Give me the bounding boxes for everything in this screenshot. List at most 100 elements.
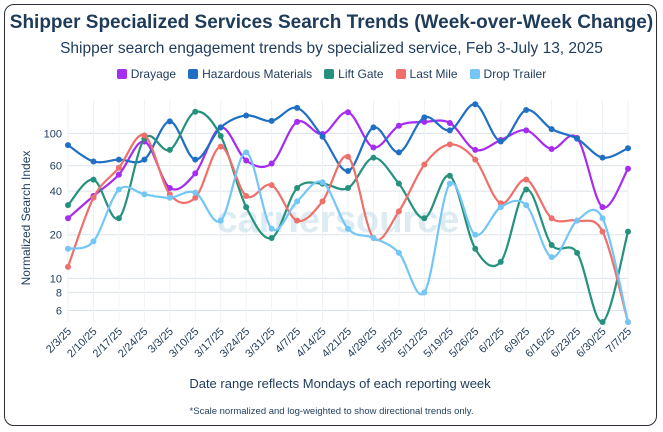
data-point[interactable] bbox=[472, 101, 479, 108]
data-point[interactable] bbox=[548, 215, 555, 222]
data-point[interactable] bbox=[192, 108, 199, 115]
data-point[interactable] bbox=[395, 122, 402, 129]
data-point[interactable] bbox=[548, 126, 555, 133]
data-point[interactable] bbox=[65, 202, 71, 209]
data-point[interactable] bbox=[345, 153, 351, 160]
data-point[interactable] bbox=[395, 249, 402, 256]
data-point[interactable] bbox=[166, 185, 173, 192]
data-point[interactable] bbox=[243, 149, 250, 156]
data-point[interactable] bbox=[599, 204, 606, 211]
data-point[interactable] bbox=[115, 171, 122, 178]
data-point[interactable] bbox=[217, 143, 224, 150]
data-point[interactable] bbox=[268, 117, 275, 124]
data-point[interactable] bbox=[319, 179, 326, 186]
data-point[interactable] bbox=[446, 127, 453, 134]
data-point[interactable] bbox=[345, 225, 351, 232]
data-point[interactable] bbox=[294, 217, 301, 224]
data-point[interactable] bbox=[115, 156, 122, 163]
data-point[interactable] bbox=[497, 204, 504, 211]
data-point[interactable] bbox=[599, 319, 606, 325]
data-point[interactable] bbox=[90, 194, 97, 201]
data-point[interactable] bbox=[65, 245, 71, 252]
data-point[interactable] bbox=[472, 146, 479, 153]
data-point[interactable] bbox=[421, 215, 428, 222]
legend-item[interactable]: Last Mile bbox=[395, 67, 458, 81]
legend-item[interactable]: Drop Trailer bbox=[469, 67, 546, 81]
data-point[interactable] bbox=[574, 135, 581, 142]
data-point[interactable] bbox=[65, 215, 71, 222]
data-point[interactable] bbox=[370, 144, 377, 151]
data-point[interactable] bbox=[319, 198, 326, 205]
data-point[interactable] bbox=[395, 208, 402, 215]
data-point[interactable] bbox=[192, 194, 199, 201]
data-point[interactable] bbox=[192, 170, 199, 177]
data-point[interactable] bbox=[192, 189, 199, 196]
data-point[interactable] bbox=[90, 158, 97, 165]
data-point[interactable] bbox=[395, 180, 402, 187]
data-point[interactable] bbox=[421, 289, 428, 296]
data-point[interactable] bbox=[268, 182, 275, 189]
legend-item[interactable]: Hazardous Materials bbox=[188, 67, 312, 81]
data-point[interactable] bbox=[599, 228, 606, 235]
data-point[interactable] bbox=[243, 157, 250, 164]
data-point[interactable] bbox=[294, 104, 301, 111]
data-point[interactable] bbox=[599, 154, 606, 161]
data-point[interactable] bbox=[370, 234, 377, 241]
data-point[interactable] bbox=[472, 231, 479, 238]
data-point[interactable] bbox=[115, 164, 122, 171]
data-point[interactable] bbox=[548, 241, 555, 248]
data-point[interactable] bbox=[166, 118, 173, 125]
data-point[interactable] bbox=[523, 176, 530, 183]
data-point[interactable] bbox=[268, 225, 275, 232]
data-point[interactable] bbox=[446, 141, 453, 148]
data-point[interactable] bbox=[268, 160, 275, 167]
legend-item[interactable]: Drayage bbox=[116, 67, 176, 81]
data-point[interactable] bbox=[345, 168, 351, 175]
data-point[interactable] bbox=[446, 172, 453, 179]
data-point[interactable] bbox=[497, 138, 504, 145]
data-point[interactable] bbox=[115, 186, 122, 193]
data-point[interactable] bbox=[625, 228, 631, 235]
data-point[interactable] bbox=[421, 114, 428, 121]
legend-item[interactable]: Lift Gate bbox=[324, 67, 384, 81]
data-point[interactable] bbox=[421, 161, 428, 168]
data-point[interactable] bbox=[472, 245, 479, 252]
data-point[interactable] bbox=[421, 118, 428, 125]
data-point[interactable] bbox=[115, 215, 122, 222]
data-point[interactable] bbox=[268, 234, 275, 241]
data-point[interactable] bbox=[446, 119, 453, 126]
data-point[interactable] bbox=[90, 176, 97, 183]
data-point[interactable] bbox=[319, 133, 326, 140]
data-point[interactable] bbox=[294, 185, 301, 192]
data-point[interactable] bbox=[523, 202, 530, 209]
data-point[interactable] bbox=[294, 118, 301, 125]
data-point[interactable] bbox=[345, 185, 351, 192]
data-point[interactable] bbox=[65, 263, 71, 270]
data-point[interactable] bbox=[523, 127, 530, 134]
data-point[interactable] bbox=[370, 154, 377, 161]
data-point[interactable] bbox=[217, 217, 224, 224]
data-point[interactable] bbox=[548, 254, 555, 261]
data-point[interactable] bbox=[574, 217, 581, 224]
data-point[interactable] bbox=[141, 191, 148, 198]
data-point[interactable] bbox=[472, 156, 479, 163]
data-point[interactable] bbox=[574, 249, 581, 256]
data-point[interactable] bbox=[446, 180, 453, 187]
data-point[interactable] bbox=[192, 156, 199, 163]
data-point[interactable] bbox=[370, 124, 377, 131]
data-point[interactable] bbox=[65, 142, 71, 149]
data-point[interactable] bbox=[523, 107, 530, 114]
data-point[interactable] bbox=[497, 258, 504, 265]
data-point[interactable] bbox=[523, 186, 530, 193]
data-point[interactable] bbox=[548, 146, 555, 153]
data-point[interactable] bbox=[625, 165, 631, 172]
data-point[interactable] bbox=[166, 146, 173, 153]
data-point[interactable] bbox=[141, 132, 148, 139]
data-point[interactable] bbox=[599, 215, 606, 222]
data-point[interactable] bbox=[243, 192, 250, 199]
data-point[interactable] bbox=[625, 319, 631, 325]
data-point[interactable] bbox=[395, 149, 402, 156]
data-point[interactable] bbox=[625, 145, 631, 152]
data-point[interactable] bbox=[90, 238, 97, 245]
data-point[interactable] bbox=[217, 124, 224, 131]
